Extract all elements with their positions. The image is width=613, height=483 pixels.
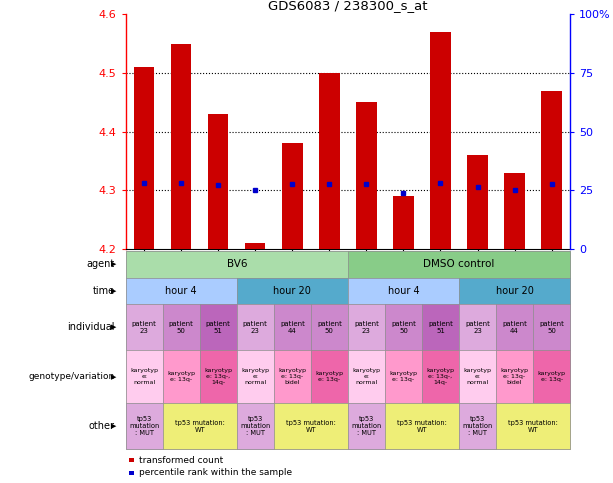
Bar	[356, 102, 376, 249]
Text: tp53
mutation
: MUT: tp53 mutation : MUT	[351, 416, 381, 436]
Bar	[245, 243, 265, 249]
Text: patient
44: patient 44	[280, 321, 305, 334]
Text: patient
23: patient 23	[132, 321, 156, 334]
Text: tp53 mutation:
WT: tp53 mutation: WT	[397, 420, 447, 433]
Text: hour 4: hour 4	[166, 286, 197, 296]
Bar	[504, 172, 525, 249]
Text: karyotyp
e:
normal: karyotyp e: normal	[463, 369, 492, 385]
Text: tp53 mutation:
WT: tp53 mutation: WT	[175, 420, 225, 433]
Bar	[430, 32, 451, 249]
Text: karyotyp
e:
normal: karyotyp e: normal	[352, 369, 381, 385]
Text: patient
50: patient 50	[317, 321, 342, 334]
Text: time: time	[93, 286, 115, 296]
Title: GDS6083 / 238300_s_at: GDS6083 / 238300_s_at	[268, 0, 428, 12]
Text: tp53 mutation:
WT: tp53 mutation: WT	[508, 420, 558, 433]
Text: patient
51: patient 51	[428, 321, 453, 334]
Text: agent: agent	[86, 259, 115, 270]
Text: hour 4: hour 4	[387, 286, 419, 296]
Bar	[208, 114, 229, 249]
Text: percentile rank within the sample: percentile rank within the sample	[139, 468, 292, 477]
Text: karyotyp
e: 13q-: karyotyp e: 13q-	[167, 371, 195, 382]
Text: karyotyp
e: 13q-: karyotyp e: 13q-	[315, 371, 343, 382]
Text: ▶: ▶	[111, 261, 116, 268]
Bar	[319, 73, 340, 249]
Bar	[467, 155, 488, 249]
Text: tp53
mutation
: MUT: tp53 mutation : MUT	[129, 416, 159, 436]
Text: tp53
mutation
: MUT: tp53 mutation : MUT	[462, 416, 493, 436]
Text: BV6: BV6	[227, 259, 247, 270]
Text: patient
23: patient 23	[243, 321, 268, 334]
Text: patient
50: patient 50	[169, 321, 194, 334]
Text: karyotyp
e:
normal: karyotyp e: normal	[130, 369, 158, 385]
Bar	[134, 67, 154, 249]
Text: individual: individual	[67, 322, 115, 332]
Text: karyotyp
e: 13q-: karyotyp e: 13q-	[538, 371, 566, 382]
Text: patient
23: patient 23	[465, 321, 490, 334]
Text: ▶: ▶	[111, 423, 116, 429]
Text: patient
51: patient 51	[206, 321, 230, 334]
Text: patient
23: patient 23	[354, 321, 379, 334]
Text: karyotyp
e: 13q-
bidel: karyotyp e: 13q- bidel	[278, 369, 306, 385]
Text: karyotyp
e: 13q-: karyotyp e: 13q-	[389, 371, 417, 382]
Bar	[541, 91, 562, 249]
Text: hour 20: hour 20	[495, 286, 533, 296]
Text: karyotyp
e: 13q-
bidel: karyotyp e: 13q- bidel	[501, 369, 528, 385]
Bar	[171, 44, 191, 249]
Text: ▶: ▶	[111, 374, 116, 380]
Bar	[282, 143, 302, 249]
Text: patient
50: patient 50	[539, 321, 564, 334]
Text: karyotyp
e: 13q-,
14q-: karyotyp e: 13q-, 14q-	[427, 369, 454, 385]
Text: tp53
mutation
: MUT: tp53 mutation : MUT	[240, 416, 270, 436]
Text: transformed count: transformed count	[139, 455, 223, 465]
Bar	[394, 196, 414, 249]
Text: genotype/variation: genotype/variation	[28, 372, 115, 381]
Text: DMSO control: DMSO control	[424, 259, 495, 270]
Text: karyotyp
e:
normal: karyotyp e: normal	[242, 369, 269, 385]
Text: tp53 mutation:
WT: tp53 mutation: WT	[286, 420, 336, 433]
Text: patient
50: patient 50	[391, 321, 416, 334]
Text: hour 20: hour 20	[273, 286, 311, 296]
Text: patient
44: patient 44	[502, 321, 527, 334]
Text: ▶: ▶	[111, 324, 116, 330]
Text: karyotyp
e: 13q-,
14q-: karyotyp e: 13q-, 14q-	[204, 369, 232, 385]
Text: other: other	[89, 421, 115, 431]
Text: ▶: ▶	[111, 288, 116, 294]
